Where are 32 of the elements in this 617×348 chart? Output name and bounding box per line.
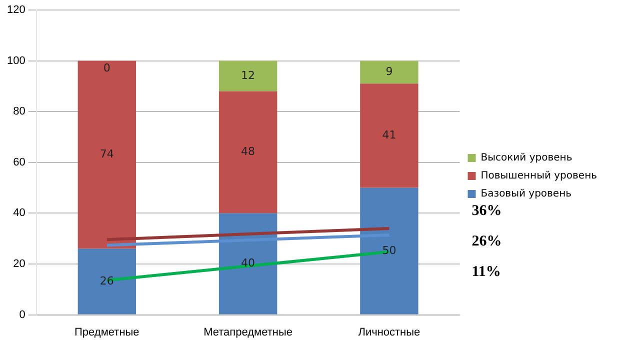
data-label: 74 — [100, 148, 114, 161]
legend-label: Базовый уровень — [480, 188, 572, 200]
data-label: 0 — [103, 62, 110, 75]
bar — [78, 60, 136, 249]
text: 11% — [472, 264, 501, 280]
bar — [360, 188, 418, 314]
data-label: 26 — [100, 274, 114, 288]
data-label: 50 — [382, 244, 396, 257]
bar — [218, 60, 278, 92]
bar — [360, 60, 418, 84]
y-tick-label: 60 — [13, 156, 26, 168]
x-tick-label: Метапредметные — [204, 326, 293, 338]
y-tick-label: 100 — [6, 54, 26, 67]
y-tick-label: 80 — [13, 106, 26, 118]
bar — [218, 91, 278, 214]
data-label: 9 — [386, 65, 393, 78]
x-tick-label: Личностные — [358, 326, 420, 338]
x-tick-label: Предметные — [74, 326, 140, 338]
y-tick-label: 120 — [6, 4, 26, 16]
legend-label: Повышенный уровень — [480, 170, 598, 182]
data-label: 12 — [241, 68, 256, 82]
data-label: 41 — [382, 128, 396, 142]
legend-label: Высокий уровень — [480, 152, 572, 164]
bar — [360, 84, 418, 188]
bar — [78, 248, 136, 314]
y-tick-label: 0 — [19, 308, 26, 321]
bar — [218, 213, 278, 314]
text: 26% — [472, 234, 502, 250]
data-label: 48 — [241, 145, 256, 158]
y-tick-label: 20 — [13, 258, 26, 270]
text: 36% — [472, 203, 502, 220]
y-tick-label: 40 — [13, 207, 26, 220]
